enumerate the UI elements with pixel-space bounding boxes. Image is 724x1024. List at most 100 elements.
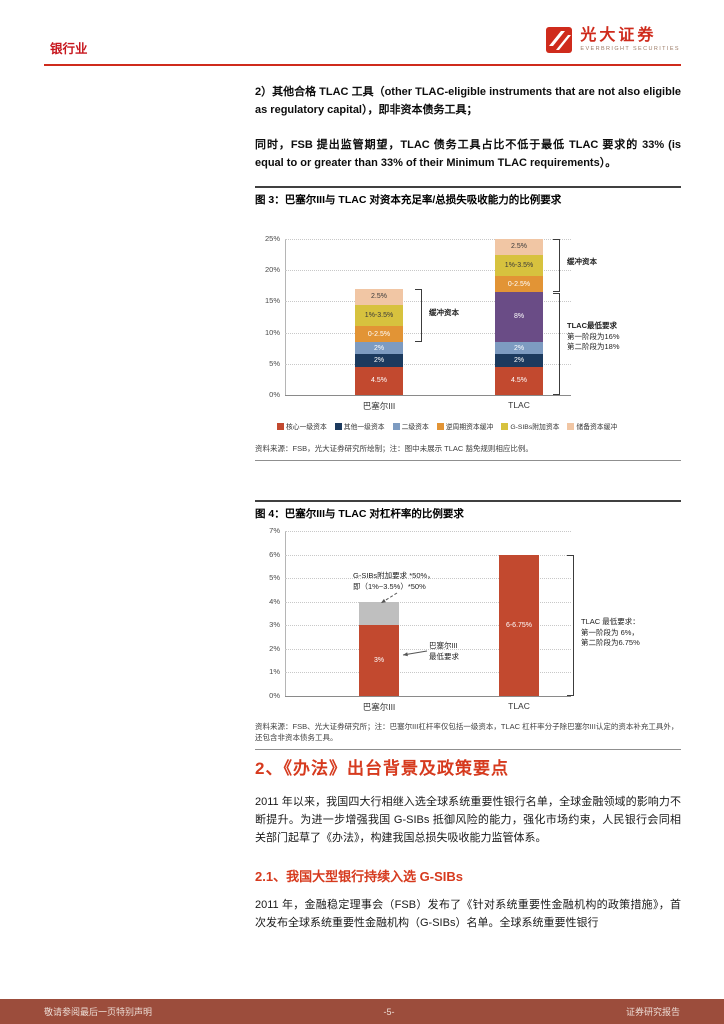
bar-segment: 2% <box>355 341 403 355</box>
legend-item: G-SIBs附加资本 <box>501 421 559 431</box>
paragraph-fsb-expectation: 同时，FSB 提出监管期望，TLAC 债务工具占比不低于最低 TLAC 要求的 … <box>255 139 681 169</box>
category-label: TLAC <box>508 701 530 711</box>
legend-swatch <box>436 422 444 430</box>
legend-swatch <box>392 422 400 430</box>
y-tick-label: 3% <box>269 620 280 630</box>
page-footer: 敬请参阅最后一页特别声明 -5- 证券研究报告 <box>0 999 724 1024</box>
industry-label: 银行业 <box>50 42 88 56</box>
tlac-buffer-label-line: 缓冲资本 <box>567 257 597 266</box>
paragraph-background: 2011 年以来，我国四大行相继入选全球系统重要性银行名单，全球金融领域的影响力… <box>255 796 681 844</box>
paragraph-tlac-instruments: 2）其他合格 TLAC 工具（other TLAC-eligible instr… <box>255 86 681 116</box>
figure-4-title: 图 4：巴塞尔III与 TLAC 对杠杆率的比例要求 <box>255 508 464 520</box>
gridline <box>285 270 571 272</box>
figure-4-chart: 0% 1% 2% 3% 4% 5% 6% 7% 3% 巴塞尔III 6-6.75% TLAC G-SIB… <box>255 523 681 719</box>
everbright-logo-icon <box>546 27 573 53</box>
basel-min-note: 巴塞尔III 最低要求 <box>429 641 459 662</box>
legend-item: 逆周期资本缓冲 <box>436 421 494 431</box>
gsib-addon-note-line: G-SIBs附加要求 *50%， <box>353 571 435 580</box>
tlac-leverage-note-line: 第二阶段为6.75% <box>581 638 640 647</box>
basel-buffer-label-line: 缓冲资本 <box>429 308 459 317</box>
header-divider <box>44 64 681 66</box>
tlac-buffer-label: 缓冲资本 <box>567 257 597 268</box>
bar-segment <box>359 601 399 626</box>
bar-segment: 8% <box>495 292 543 342</box>
tlac-leverage-note: TLAC 最低要求： 第一阶段为 6%， 第二阶段为6.75% <box>581 617 640 649</box>
gridline <box>285 554 571 556</box>
figure-4-source-note: 资料来源：FSB、光大证券研究所；注：巴塞尔III杠杆率仅包括一级资本，TLAC… <box>255 719 681 750</box>
basel-buffer-brace <box>415 289 422 342</box>
figure-3-title: 图 3：巴塞尔III与 TLAC 对资本充足率/总损失吸收能力的比例要求 <box>255 194 562 206</box>
gridline <box>285 363 571 365</box>
gridline <box>285 239 571 240</box>
footer-page-number: -5- <box>383 1006 395 1017</box>
y-tick-label: 4% <box>269 596 280 606</box>
bar-segment: 6-6.75% <box>499 554 539 696</box>
legend-label: 核心一级资本 <box>286 424 327 431</box>
category-label: 巴塞尔III <box>362 401 396 411</box>
category-label: 巴塞尔III <box>362 702 396 712</box>
legend-label: 二级资本 <box>401 424 429 431</box>
gridline <box>285 301 571 303</box>
bar-segment: 2.5% <box>355 288 403 305</box>
figure-4: 图 4：巴塞尔III与 TLAC 对杠杆率的比例要求 0% 1% 2% 3% 4% 5% 6… <box>255 500 681 750</box>
bar-segment: 0-2.5% <box>495 276 543 293</box>
gsib-addon-note: G-SIBs附加要求 *50%， 即（1%~3.5%）*50% <box>353 571 435 592</box>
x-axis <box>285 696 571 697</box>
bar-segment: 3% <box>359 625 399 696</box>
bar-segment: 4.5% <box>495 366 543 395</box>
bar-segment: 1%-3.5% <box>355 304 403 327</box>
tlac-min-label-line: TLAC最低要求 <box>567 321 617 330</box>
tlac-min-label: TLAC最低要求 第一阶段为16% 第二阶段为18% <box>567 321 620 353</box>
legend-label: 其他一级资本 <box>343 424 385 431</box>
legend-label: 储备资本缓冲 <box>576 424 618 431</box>
basel-min-note-line: 最低要求 <box>429 651 459 661</box>
legend-swatch <box>334 422 342 430</box>
y-tick-label: 20% <box>264 265 280 275</box>
paragraph-gsibs-history: 2011 年，金融稳定理事会（FSB）发布了《针对系统重要性金融机构的政策措施》… <box>255 899 681 929</box>
bar-segment: 2% <box>495 341 543 355</box>
y-axis <box>285 531 286 696</box>
tlac-leverage-note-line: TLAC 最低要求： <box>581 617 640 626</box>
brand-name-cn: 光大证券 <box>580 26 657 44</box>
x-axis <box>285 395 571 396</box>
gridline <box>285 625 571 627</box>
brand-logo: 光大证券 EVERBRIGHT SECURITIES <box>545 26 680 54</box>
y-tick-label: 1% <box>269 667 280 677</box>
gridline <box>285 672 571 674</box>
legend-item: 储备资本缓冲 <box>567 421 617 431</box>
footer-disclaimer: 敬请参阅最后一页特别声明 <box>44 1007 153 1017</box>
y-tick-label: 0% <box>269 390 280 399</box>
y-tick-label: 5% <box>269 358 280 368</box>
section-2-heading: 2、《办法》出台背景及政策要点 <box>255 759 509 778</box>
basel-min-note-line: 巴塞尔III <box>429 641 458 650</box>
bar-segment: 2% <box>495 354 543 367</box>
y-tick-label: 0% <box>269 691 280 700</box>
tlac-leverage-note-line: 第一阶段为 6%， <box>581 627 639 637</box>
legend-label: G-SIBs附加资本 <box>510 424 560 431</box>
y-tick-label: 5% <box>269 573 280 583</box>
bar-segment: 0-2.5% <box>355 326 403 342</box>
brand-name-en: EVERBRIGHT SECURITIES <box>580 45 680 52</box>
bar-segment: 2.5% <box>495 239 543 255</box>
legend-swatch <box>277 422 284 430</box>
legend-label: 逆周期资本缓冲 <box>445 424 494 431</box>
tlac-min-brace <box>553 293 560 395</box>
tlac-leverage-brace <box>567 555 574 696</box>
y-axis <box>285 239 286 395</box>
figure-3-chart: 0% 5% 10% 15% 20% 25% 4.5% 2% 2% 0-2.5% 1%-3.5% 2.5… <box>255 209 681 441</box>
gridline <box>285 332 571 334</box>
legend-swatch <box>567 422 575 430</box>
gridline <box>285 531 571 532</box>
basel-buffer-label: 缓冲资本 <box>429 308 459 319</box>
y-tick-label: 2% <box>269 643 280 653</box>
gridline <box>285 578 571 580</box>
chart-legend: 核心一级资本 其他一级资本 二级资本 逆周期资本缓冲 G-SIBs附加资本 储备资本缓冲 <box>277 421 617 431</box>
y-tick-label: 6% <box>269 549 280 559</box>
bar-segment: 1%-3.5% <box>495 254 543 277</box>
tlac-buffer-brace <box>553 239 560 292</box>
bar-segment: 2% <box>355 354 403 367</box>
figure-3: 图 3：巴塞尔III与 TLAC 对资本充足率/总损失吸收能力的比例要求 0% 5… <box>255 186 681 461</box>
tlac-min-label-line: 第一阶段为16% <box>567 331 620 341</box>
gridline <box>285 648 571 650</box>
